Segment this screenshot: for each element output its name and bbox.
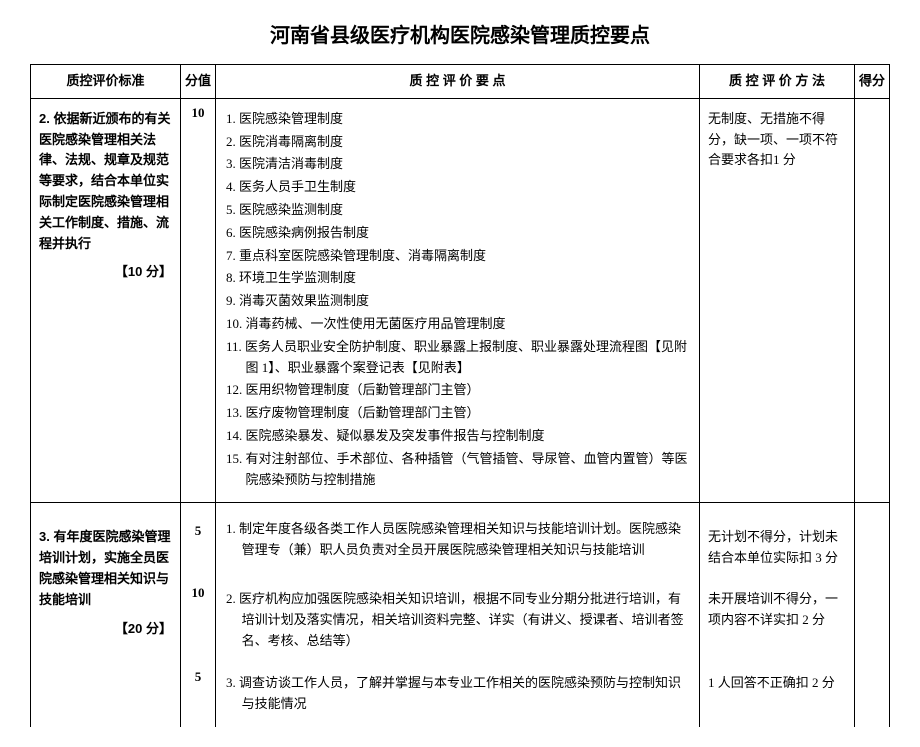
- point-item: 4. 医务人员手卫生制度: [226, 177, 689, 198]
- point-item: 3. 调查访谈工作人员，了解并掌握与本专业工作相关的医院感染预防与控制知识与技能…: [226, 673, 689, 715]
- header-score: 分值: [181, 65, 216, 99]
- cell-method-3c: 1 人回答不正确扣 2 分: [700, 663, 855, 727]
- standard-total: 【20 分】: [39, 619, 172, 640]
- cell-method-3a: 无计划不得分，计划未结合本单位实际扣 3 分: [700, 503, 855, 579]
- cell-method-2: 无制度、无措施不得分，缺一项、一项不符合要求各扣1 分: [700, 98, 855, 503]
- standard-text: 3. 有年度医院感染管理培训计划，实施全员医院感染管理相关知识与技能培训: [39, 529, 170, 606]
- cell-score-3c: 5: [181, 663, 216, 727]
- point-item: 1. 医院感染管理制度: [226, 109, 689, 130]
- table-row: 3. 有年度医院感染管理培训计划，实施全员医院感染管理相关知识与技能培训 【20…: [31, 503, 890, 579]
- cell-score-3a: 5: [181, 503, 216, 579]
- point-item: 3. 医院清洁消毒制度: [226, 154, 689, 175]
- point-item: 10. 消毒药械、一次性使用无菌医疗用品管理制度: [226, 314, 689, 335]
- standard-total: 【10 分】: [39, 262, 172, 283]
- point-item: 8. 环境卫生学监测制度: [226, 268, 689, 289]
- point-item: 12. 医用织物管理制度（后勤管理部门主管）: [226, 380, 689, 401]
- table-row: 2. 依据新近颁布的有关医院感染管理相关法律、法规、规章及规范等要求，结合本单位…: [31, 98, 890, 503]
- point-item: 9. 消毒灭菌效果监测制度: [226, 291, 689, 312]
- cell-points-2: 1. 医院感染管理制度 2. 医院消毒隔离制度 3. 医院清洁消毒制度 4. 医…: [216, 98, 700, 503]
- score-value: 5: [195, 523, 202, 538]
- point-item: 2. 医院消毒隔离制度: [226, 132, 689, 153]
- point-item: 1. 制定年度各级各类工作人员医院感染管理相关知识与技能培训计划。医院感染管理专…: [226, 519, 689, 561]
- cell-points-3c: 3. 调查访谈工作人员，了解并掌握与本专业工作相关的医院感染预防与控制知识与技能…: [216, 663, 700, 727]
- point-item: 7. 重点科室医院感染管理制度、消毒隔离制度: [226, 246, 689, 267]
- header-result: 得分: [855, 65, 890, 99]
- header-standard: 质控评价标准: [31, 65, 181, 99]
- qc-table: 质控评价标准 分值 质 控 评 价 要 点 质 控 评 价 方 法 得分 2. …: [30, 64, 890, 727]
- header-points: 质 控 评 价 要 点: [216, 65, 700, 99]
- cell-result-3: [855, 503, 890, 727]
- point-item: 6. 医院感染病例报告制度: [226, 223, 689, 244]
- header-method: 质 控 评 价 方 法: [700, 65, 855, 99]
- point-item: 14. 医院感染暴发、疑似暴发及突发事件报告与控制制度: [226, 426, 689, 447]
- cell-standard-2: 2. 依据新近颁布的有关医院感染管理相关法律、法规、规章及规范等要求，结合本单位…: [31, 98, 181, 503]
- page-title: 河南省县级医疗机构医院感染管理质控要点: [30, 20, 890, 52]
- point-item: 2. 医疗机构应加强医院感染相关知识培训，根据不同专业分期分批进行培训，有培训计…: [226, 589, 689, 651]
- header-row: 质控评价标准 分值 质 控 评 价 要 点 质 控 评 价 方 法 得分: [31, 65, 890, 99]
- point-item: 13. 医疗废物管理制度（后勤管理部门主管）: [226, 403, 689, 424]
- standard-text: 2. 依据新近颁布的有关医院感染管理相关法律、法规、规章及规范等要求，结合本单位…: [39, 111, 170, 251]
- point-item: 15. 有对注射部位、手术部位、各种插管（气管插管、导尿管、血管内置管）等医院感…: [226, 449, 689, 491]
- cell-points-3a: 1. 制定年度各级各类工作人员医院感染管理相关知识与技能培训计划。医院感染管理专…: [216, 503, 700, 579]
- method-text: 无计划不得分，计划未结合本单位实际扣 3 分: [708, 529, 838, 565]
- point-item: 5. 医院感染监测制度: [226, 200, 689, 221]
- cell-score-2: 10: [181, 98, 216, 503]
- point-item: 11. 医务人员职业安全防护制度、职业暴露上报制度、职业暴露处理流程图【见附图 …: [226, 337, 689, 379]
- cell-standard-3: 3. 有年度医院感染管理培训计划，实施全员医院感染管理相关知识与技能培训 【20…: [31, 503, 181, 727]
- cell-result-2: [855, 98, 890, 503]
